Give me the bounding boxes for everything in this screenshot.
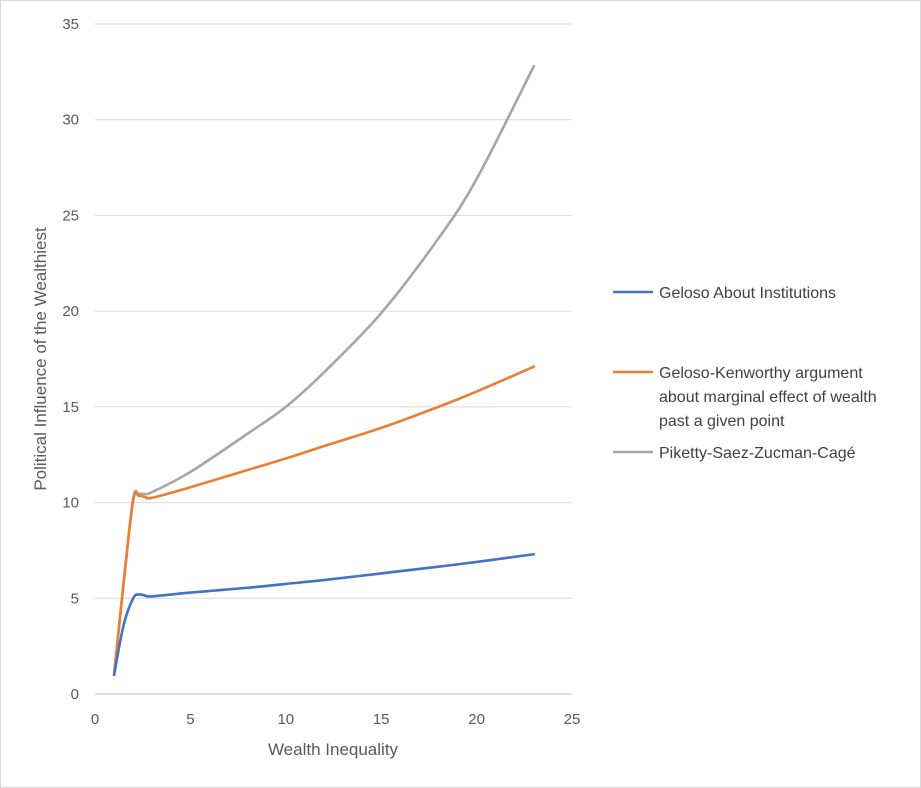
- series-line-2: [112, 365, 536, 677]
- y-tick-label: 0: [71, 686, 79, 703]
- x-axis-title: Wealth Inequality: [268, 740, 399, 759]
- legend-label: Piketty-Saez-Zucman-Cagé: [659, 445, 856, 462]
- legend-label: Geloso-Kenworthy argument: [659, 365, 863, 382]
- series-line-3: [112, 64, 536, 677]
- legend-label: past a given point: [659, 413, 785, 430]
- x-tick-label: 10: [277, 711, 294, 728]
- y-axis-title: Political Influence of the Wealthiest: [31, 227, 50, 491]
- plot-series: [112, 64, 536, 677]
- series-line-1: [112, 552, 536, 677]
- y-tick-label: 15: [62, 399, 79, 416]
- x-tick-label: 0: [91, 711, 99, 728]
- x-tick-label: 15: [373, 711, 390, 728]
- y-tick-label: 30: [62, 112, 79, 129]
- legend-label: about marginal effect of wealth: [659, 389, 877, 406]
- y-tick-label: 5: [71, 590, 79, 607]
- x-tick-label: 25: [564, 711, 581, 728]
- legend: Geloso About Institutions Geloso-Kenworth…: [613, 285, 877, 462]
- x-tick-label: 5: [186, 711, 194, 728]
- x-tick-label: 20: [468, 711, 485, 728]
- legend-label: Geloso About Institutions: [659, 285, 836, 302]
- y-tick-label: 10: [62, 495, 79, 512]
- y-tick-label: 35: [62, 16, 79, 33]
- tick-labels: 0 5 10 15 20 25 30 35 0 5 10 15 20 25: [62, 16, 580, 728]
- y-tick-label: 25: [62, 207, 79, 224]
- gridlines: [95, 23, 572, 695]
- y-tick-label: 20: [62, 303, 79, 320]
